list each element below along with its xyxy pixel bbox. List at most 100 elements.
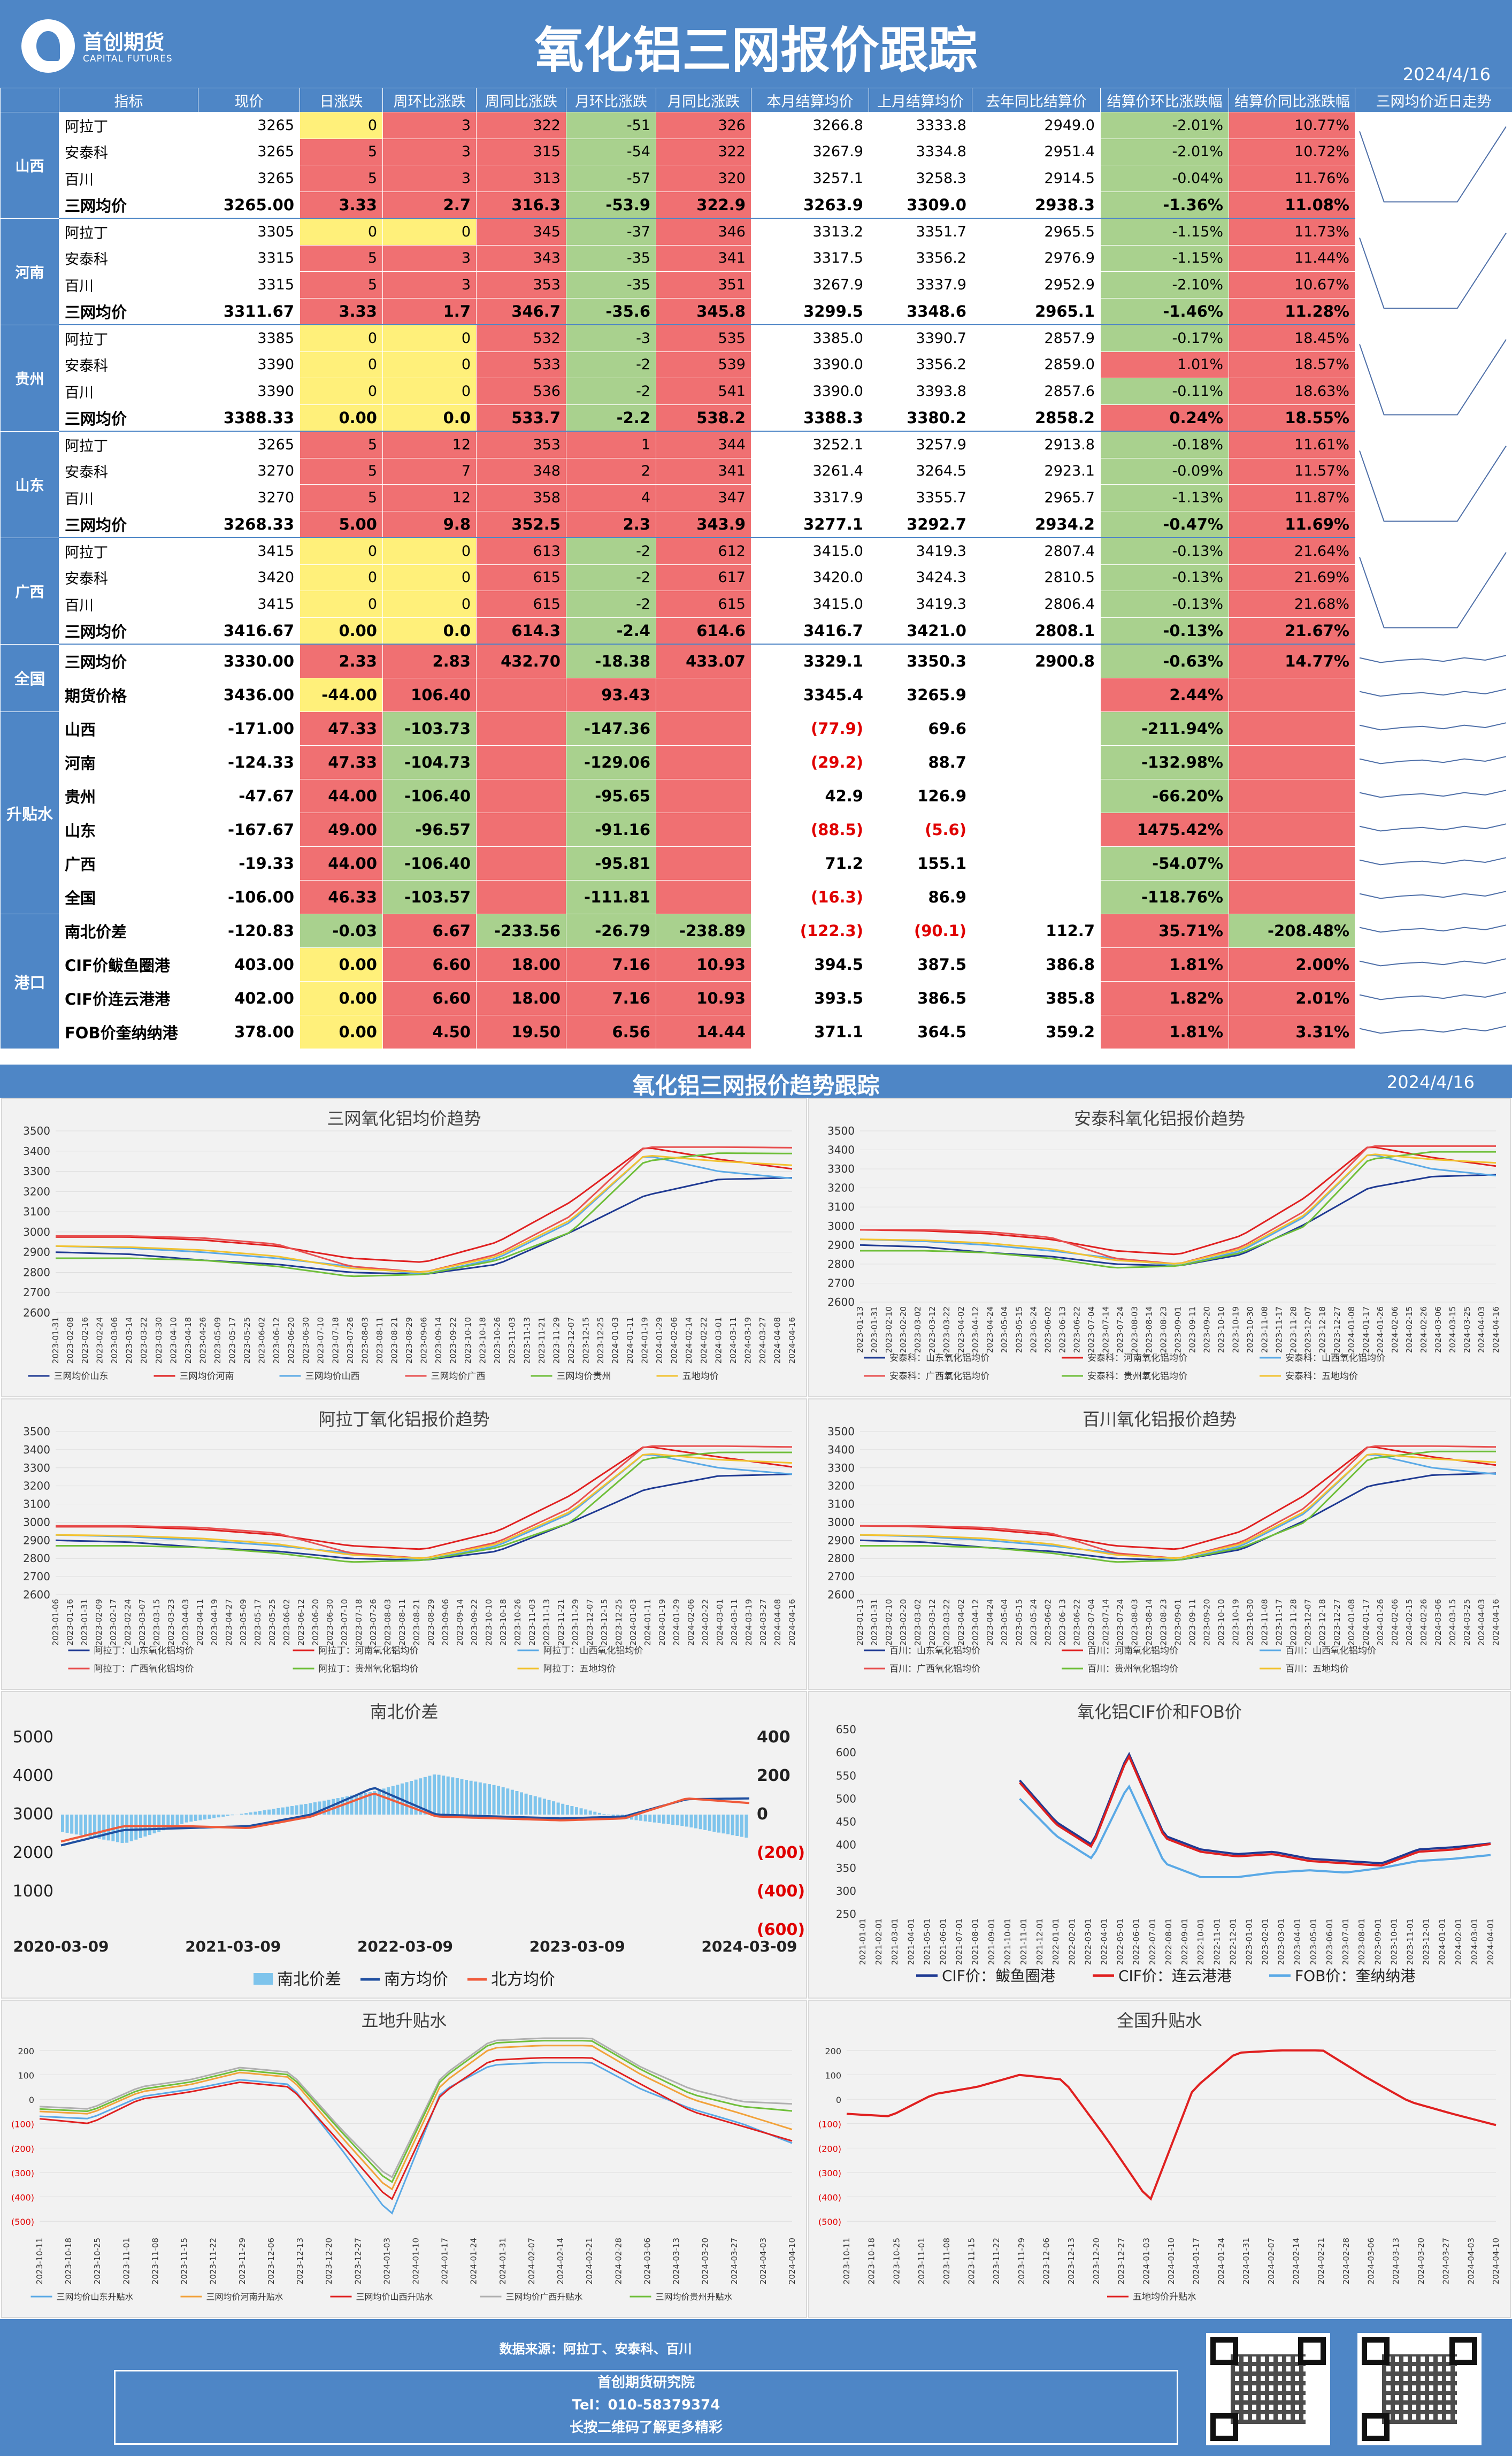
y-tick-label: 2600 (23, 1306, 50, 1319)
x-tick-label: 2024-03-13 (1391, 2238, 1401, 2284)
cell (656, 813, 751, 847)
x-tick-label: 2024-02-28 (1341, 2238, 1351, 2284)
sparkline (1359, 688, 1507, 697)
cell: 11.08% (1229, 191, 1355, 219)
row-label: 期货价格 (59, 678, 198, 712)
x-tick-label: 2024-03-19 (744, 1599, 754, 1646)
y-tick-label: 3000 (827, 1516, 855, 1528)
y-tick-label: 2600 (827, 1588, 855, 1601)
x-tick-label: 2023-12-25 (596, 1317, 605, 1364)
cell: 2965.5 (972, 218, 1101, 246)
cell (656, 745, 751, 779)
cell: 3277.1 (751, 510, 869, 538)
spread-bar (106, 1815, 110, 1841)
cell: 3265.9 (869, 678, 972, 712)
cell: -44.00 (300, 678, 383, 712)
y-tick-label: 3300 (827, 1162, 855, 1175)
cell: 3436.00 (198, 678, 300, 712)
cell: 3292.7 (869, 510, 972, 538)
legend-label: 百川：贵州氧化铝均价 (1087, 1664, 1178, 1674)
x-tick-label: 2023-03-01 (1277, 1918, 1286, 1965)
x-tick-label: 2023-07-18 (331, 1317, 340, 1364)
x-tick-label: 2024-02-06 (1390, 1306, 1400, 1353)
spread-bar (290, 1805, 294, 1815)
cell: 3390.7 (869, 324, 972, 352)
x-tick-label: 2024-01-03 (628, 1599, 638, 1646)
spread-bar (203, 1815, 206, 1820)
table-row: 安泰科 3265 5 3 315 -54 322 3267.9 3334.8 2951.4 -2.0… (1, 138, 1512, 165)
cell: -0.63% (1100, 644, 1229, 678)
y2-tick-label: 0 (757, 1805, 768, 1824)
spread-bar (699, 1815, 702, 1830)
spread-bar (148, 1815, 152, 1835)
y-tick-label: 2900 (23, 1534, 50, 1547)
cell: 3356.2 (869, 351, 972, 378)
x-tick-label: 2023-04-02 (956, 1306, 966, 1353)
x-tick-label: 2023-10-01 (1389, 1918, 1399, 1965)
x-tick-label: 2023-12-27 (353, 2238, 363, 2284)
cell: 88.7 (869, 745, 972, 779)
cell: 371.1 (751, 1015, 869, 1049)
spread-bar (611, 1815, 615, 1817)
x-tick-label: 2023-04-27 (224, 1599, 234, 1646)
cell: 5.00 (300, 510, 383, 538)
cell (1229, 880, 1355, 914)
x-tick-label: 2023-11-29 (571, 1599, 580, 1646)
qr-code-icon[interactable] (1206, 2333, 1330, 2445)
cell: 71.2 (751, 846, 869, 881)
x-tick-label: 2023-03-30 (154, 1317, 164, 1364)
spread-bar (405, 1782, 409, 1815)
cell: 2808.1 (972, 617, 1101, 645)
x-tick-label: 2024-04-01 (1486, 1918, 1495, 1965)
x-tick-label: 2023-07-10 (316, 1317, 326, 1364)
x-tick-label: 2021-03-09 (185, 1938, 281, 1955)
y2-tick-label: (600) (757, 1921, 805, 1939)
x-tick-label: 2024-03-27 (730, 2238, 739, 2284)
cell: 0 (382, 564, 477, 591)
x-tick-label: 2023-04-01 (1293, 1918, 1302, 1965)
y-tick-label: 2700 (827, 1570, 855, 1583)
x-tick-label: 2023-03-15 (152, 1599, 162, 1646)
x-tick-label: 2023-12-15 (600, 1599, 609, 1646)
cell: 2807.4 (972, 537, 1101, 565)
y-tick-label: 3100 (23, 1498, 50, 1511)
cell: -104.73 (382, 745, 477, 779)
x-tick-label: 2023-11-21 (537, 1317, 547, 1364)
cell: -66.20% (1100, 779, 1229, 813)
spread-bar (442, 1776, 446, 1815)
cell: 344 (656, 431, 751, 458)
x-tick-label: 2024-03-06 (1433, 1599, 1443, 1646)
x-tick-label: 2023-01-13 (855, 1306, 865, 1353)
cell: 3420 (198, 564, 300, 591)
x-tick-label: 2023-07-24 (1115, 1599, 1125, 1646)
y-tick-label: (500) (11, 2217, 34, 2227)
x-tick-label: 2024-04-08 (772, 1317, 782, 1364)
cell: 3415 (198, 537, 300, 565)
cell (972, 678, 1101, 712)
sparkline (1359, 924, 1507, 933)
x-tick-label: 2023-02-10 (884, 1306, 894, 1353)
cell: 0.00 (300, 1015, 383, 1049)
x-tick-label: 2023-03-22 (942, 1599, 951, 1646)
cell: 3265 (198, 112, 300, 139)
cell: 18.57% (1229, 351, 1355, 378)
row-label: 山西 (59, 711, 198, 746)
x-tick-label: 2022-12-01 (1228, 1918, 1238, 1965)
x-tick-label: 2024-01-29 (655, 1317, 664, 1364)
row-label: 全国 (59, 880, 198, 914)
sparkline (1359, 857, 1507, 866)
x-tick-label: 2023-08-14 (1144, 1599, 1154, 1646)
x-tick-label: 2024-01-08 (1347, 1306, 1356, 1353)
legend-label: 三网均价山东 (54, 1371, 109, 1382)
cell: 3355.7 (869, 484, 972, 511)
cell: -118.76% (1100, 880, 1229, 914)
legend-label: 南北价差 (277, 1970, 341, 1989)
spread-bar (483, 1783, 487, 1815)
y-tick-label: 2800 (827, 1552, 855, 1565)
cell: -2.01% (1100, 112, 1229, 139)
sparkline-line (1359, 823, 1507, 832)
table-row: 广西 阿拉丁 3415 0 0 613 -2 612 3415.0 3419.3 2807.4 -0.… (0, 537, 1512, 645)
spread-bar (703, 1815, 707, 1830)
qr-code-icon[interactable] (1357, 2333, 1482, 2445)
x-tick-label: 2023-08-03 (383, 1599, 393, 1646)
